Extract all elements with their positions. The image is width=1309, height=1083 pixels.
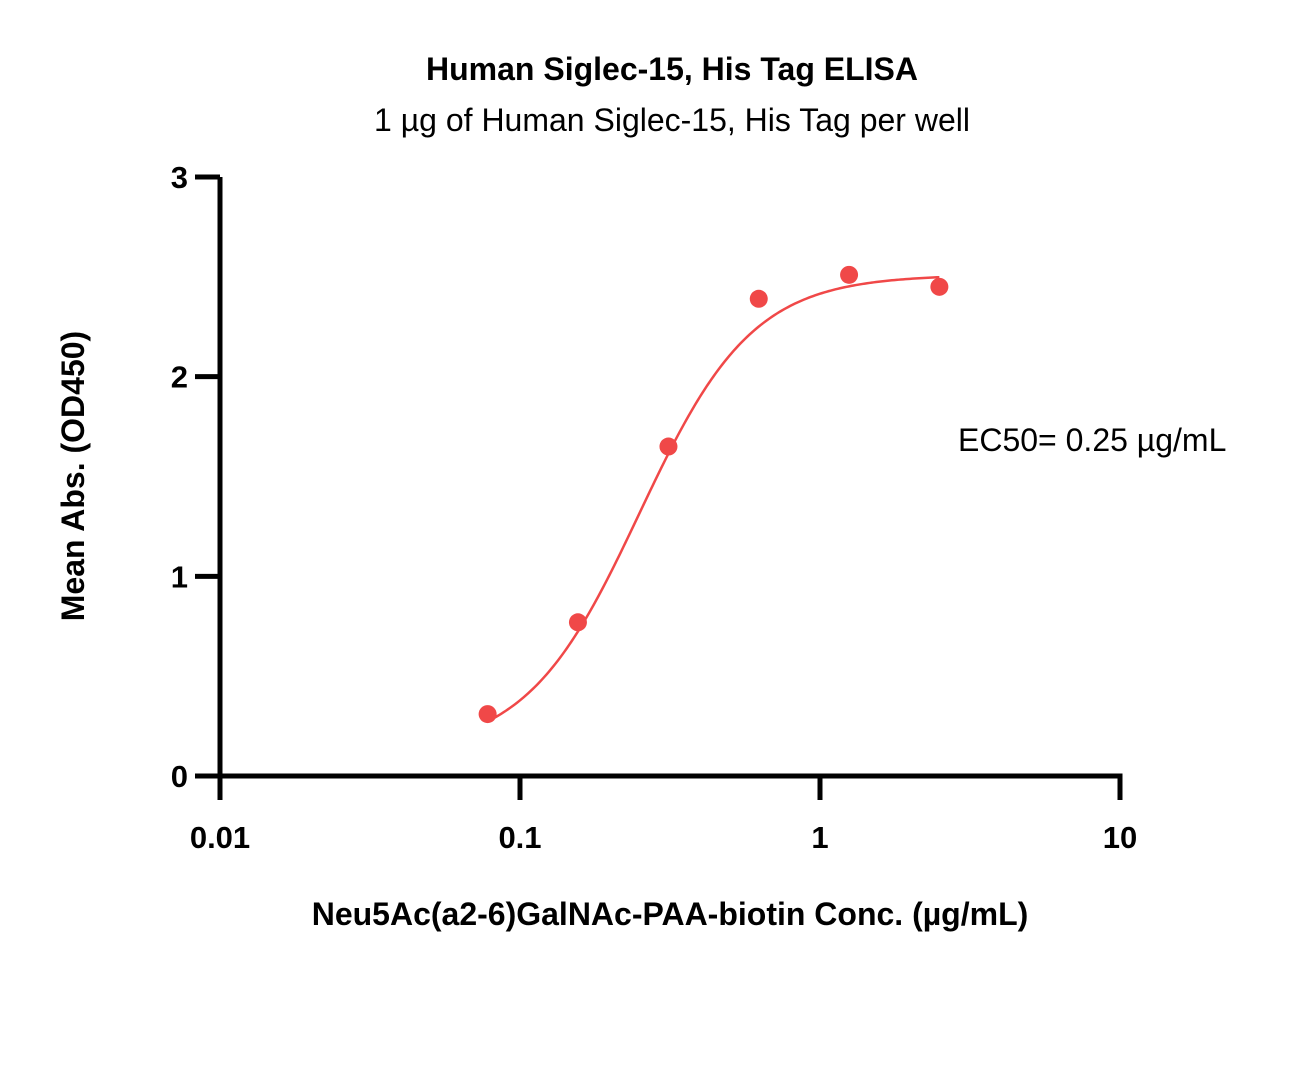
y-axis-label: Mean Abs. (OD450) — [55, 331, 91, 621]
y-tick-label: 2 — [171, 360, 188, 395]
data-point — [568, 613, 587, 632]
x-tick-label: 10 — [1103, 820, 1137, 855]
y-tick-label: 1 — [171, 559, 188, 594]
y-tick-label: 3 — [171, 160, 188, 195]
data-point — [840, 265, 859, 284]
plot-area: 0 1 2 3 0.01 0.1 1 10 — [171, 160, 1137, 855]
x-tick-label: 1 — [811, 820, 828, 855]
ec50-annotation: EC50= 0.25 µg/mL — [958, 422, 1226, 458]
x-axis-label: Neu5Ac(a2-6)GalNAc-PAA-biotin Conc. (µg/… — [312, 896, 1029, 932]
data-point — [749, 289, 768, 308]
fit-curve — [487, 275, 940, 723]
data-point — [478, 705, 497, 724]
chart-title: Human Siglec-15, His Tag ELISA — [426, 51, 918, 87]
chart-subtitle: 1 µg of Human Siglec-15, His Tag per wel… — [374, 102, 970, 138]
x-tick-label: 0.1 — [498, 820, 541, 855]
data-point — [930, 277, 949, 296]
data-point — [659, 437, 678, 456]
y-tick-label: 0 — [171, 759, 188, 794]
x-tick-label: 0.01 — [190, 820, 250, 855]
